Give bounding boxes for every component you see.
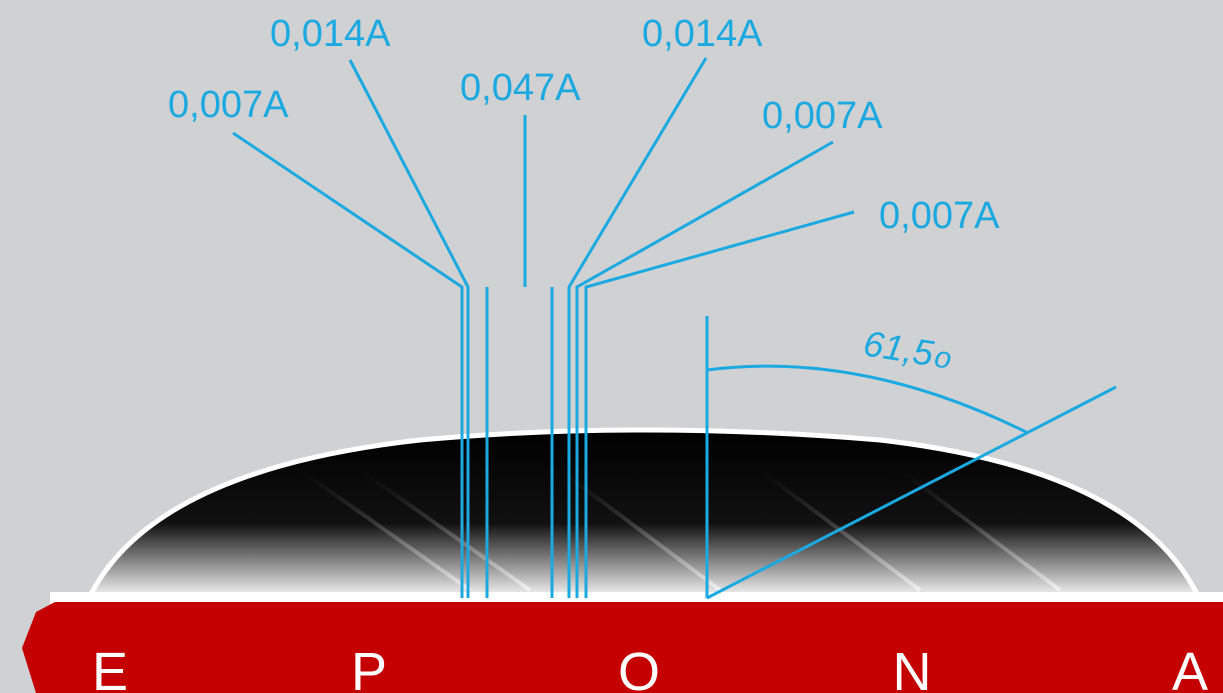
- angle-indicator: [705, 316, 1117, 600]
- leader-right: [567, 57, 708, 598]
- label-center: 0,047A: [460, 67, 581, 109]
- brand-letter-n: N: [893, 642, 932, 693]
- label-far-left: 0,007A: [168, 84, 289, 126]
- angle-incline-line: [706, 385, 1117, 600]
- brand-letter-p: P: [351, 642, 387, 693]
- label-far-right-lower: 0,007A: [879, 195, 1000, 237]
- brand-letter-e: E: [92, 642, 128, 693]
- leader-far-right-upper: [575, 140, 834, 598]
- brand-letter-a: A: [1172, 642, 1208, 693]
- leader-left: [348, 59, 470, 598]
- leader-far-right-lower: [584, 210, 855, 598]
- label-left: 0,014A: [270, 13, 391, 55]
- brand-letter-o: O: [618, 642, 660, 693]
- base-stripe: [50, 592, 1223, 604]
- brand-letters: E P O N A: [92, 642, 1208, 693]
- brand-band: [22, 602, 1223, 693]
- angle-degree-symbol: o: [932, 341, 954, 376]
- leader-far-left: [232, 131, 464, 598]
- label-far-right-upper: 0,007A: [762, 95, 883, 137]
- leader-lines: [232, 57, 855, 598]
- label-right: 0,014A: [642, 13, 763, 55]
- angle-arc: [706, 364, 1027, 434]
